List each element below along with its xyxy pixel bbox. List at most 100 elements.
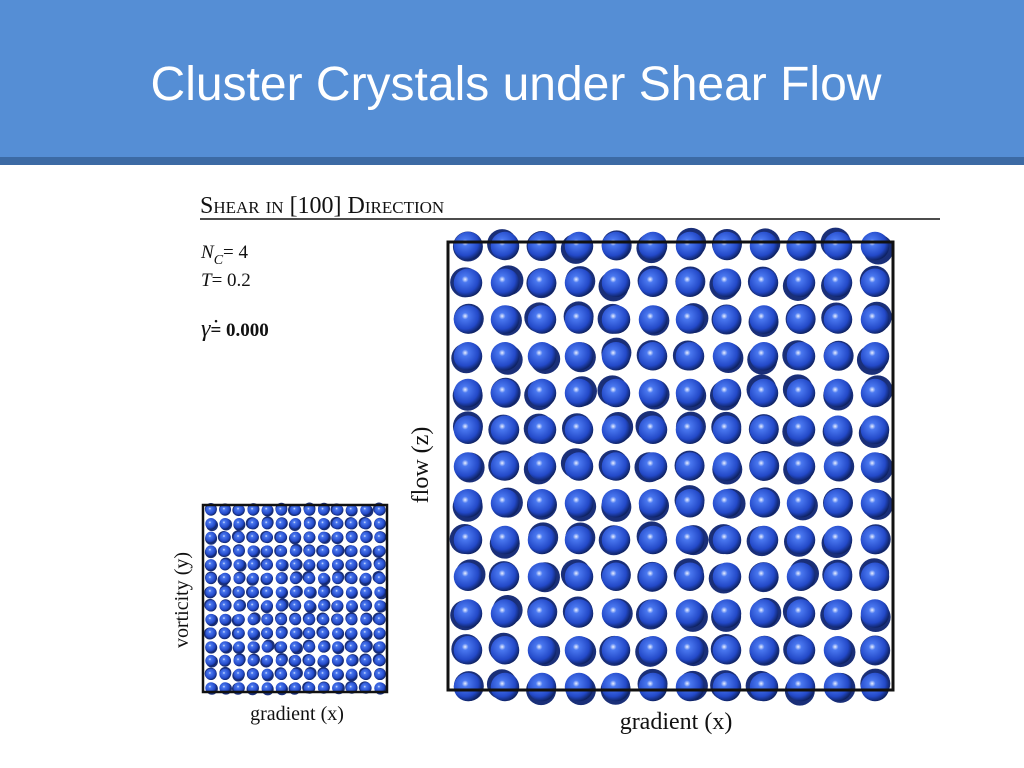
- sphere: [675, 562, 705, 591]
- sphere: [564, 489, 594, 518]
- sphere: [490, 452, 520, 481]
- sphere: [360, 545, 372, 557]
- sphere: [247, 613, 259, 626]
- sphere: [346, 504, 358, 516]
- sphere: [453, 525, 483, 555]
- sphere: [490, 415, 520, 444]
- sphere: [374, 641, 386, 653]
- sphere: [247, 504, 259, 516]
- sphere: [860, 636, 890, 665]
- sphere: [289, 504, 302, 516]
- sphere: [786, 268, 816, 297]
- sphere: [346, 572, 358, 585]
- sphere: [219, 531, 231, 544]
- sphere: [374, 586, 386, 598]
- sphere: [360, 531, 372, 544]
- sphere: [261, 572, 274, 585]
- sphere: [332, 545, 344, 557]
- sphere: [261, 627, 274, 639]
- sphere: [219, 600, 231, 612]
- sphere: [453, 452, 483, 481]
- sphere: [261, 641, 274, 653]
- sphere: [233, 572, 245, 585]
- sphere: [247, 627, 259, 639]
- sphere: [786, 452, 816, 481]
- sphere: [374, 517, 386, 530]
- parameter-value: = 4: [223, 242, 248, 263]
- sphere: [453, 489, 483, 518]
- sphere: [289, 668, 302, 681]
- sphere: [601, 342, 631, 371]
- sphere: [601, 378, 631, 408]
- sphere: [823, 672, 853, 702]
- sphere: [205, 586, 217, 598]
- sphere: [860, 415, 890, 444]
- sphere: [638, 231, 668, 261]
- sphere: [453, 415, 483, 444]
- sphere: [247, 654, 259, 667]
- sphere: [564, 636, 594, 665]
- sphere: [360, 504, 372, 516]
- sphere: [712, 415, 742, 444]
- sphere: [303, 613, 316, 626]
- sphere: [564, 562, 594, 591]
- sphere: [275, 531, 288, 544]
- sphere: [317, 627, 330, 639]
- sphere: [823, 525, 853, 555]
- sphere: [638, 268, 668, 297]
- sphere: [205, 545, 217, 557]
- sphere: [303, 586, 316, 598]
- sphere: [638, 489, 668, 518]
- large-horizontal-label: gradient (x): [620, 709, 733, 735]
- sphere: [453, 305, 483, 334]
- sphere: [527, 342, 557, 371]
- sphere: [332, 504, 344, 516]
- sphere: [860, 672, 890, 702]
- sphere: [860, 305, 890, 334]
- sphere: [638, 452, 668, 481]
- parameter-symbol: N: [200, 242, 215, 263]
- small-horizontal-label: gradient (x): [250, 703, 344, 725]
- sphere: [219, 572, 231, 585]
- sphere: [289, 641, 302, 653]
- parameter-symbol: T: [201, 270, 213, 291]
- sphere: [205, 504, 217, 516]
- sphere: [823, 342, 853, 371]
- sphere: [638, 562, 668, 591]
- sphere: [261, 545, 274, 557]
- sphere: [275, 545, 288, 557]
- sphere: [275, 572, 288, 585]
- sphere: [823, 452, 853, 481]
- sphere: [823, 378, 853, 408]
- sphere: [303, 572, 316, 585]
- sphere: [786, 342, 816, 371]
- sphere: [527, 305, 557, 334]
- sphere: [638, 305, 668, 334]
- sphere: [205, 627, 217, 639]
- sphere: [317, 559, 330, 571]
- sphere: [601, 599, 631, 628]
- sphere: [786, 636, 816, 665]
- sphere: [261, 517, 274, 530]
- sphere: [317, 517, 330, 530]
- sphere: [317, 613, 330, 626]
- sphere: [638, 672, 668, 702]
- sphere: [860, 378, 890, 408]
- sphere: [346, 613, 358, 626]
- sphere: [490, 231, 520, 261]
- sphere: [205, 517, 217, 530]
- sphere: [786, 562, 816, 591]
- sphere: [289, 531, 302, 544]
- sphere: [374, 559, 386, 571]
- sphere: [749, 525, 779, 555]
- parameter-value: = 0.2: [212, 270, 251, 291]
- sphere: [712, 231, 742, 261]
- sphere: [247, 600, 259, 612]
- sphere: [527, 562, 557, 591]
- sphere: [712, 342, 742, 371]
- sphere: [261, 559, 274, 571]
- sphere: [360, 654, 372, 667]
- sphere: [675, 672, 705, 702]
- sphere: [527, 268, 557, 297]
- sphere: [205, 600, 217, 612]
